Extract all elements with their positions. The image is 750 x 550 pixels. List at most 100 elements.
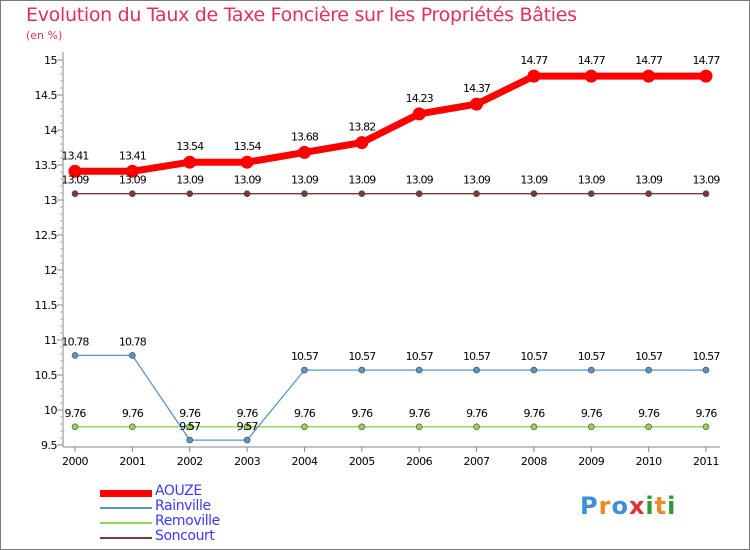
data-point-aouze [412, 107, 426, 121]
data-point-aouze [699, 69, 713, 83]
y-tick-label: 10.5 [35, 369, 58, 382]
data-point-aouze [642, 69, 656, 83]
legend: AOUZE Rainville Removille Soncourt [100, 483, 300, 545]
data-label-aouze: 14.77 [578, 54, 606, 67]
data-point-soncourt [129, 190, 136, 197]
data-label-soncourt: 13.09 [578, 174, 606, 187]
data-label-aouze: 14.77 [520, 54, 548, 67]
legend-label-rainville: Rainville [155, 498, 211, 514]
data-point-aouze [584, 69, 598, 83]
y-tick-label: 11 [44, 334, 57, 347]
x-tick-label: 2000 [62, 455, 88, 468]
y-tick-label: 9.5 [41, 439, 57, 452]
legend-item: Soncourt [100, 528, 300, 545]
data-label-aouze: 13.41 [119, 149, 146, 162]
legend-swatch-rainville [100, 507, 152, 509]
legend-label-aouze: AOUZE [155, 483, 202, 499]
x-tick-label: 2003 [234, 455, 260, 468]
data-label-removille: 9.76 [179, 407, 201, 420]
logo-letter: t [654, 492, 668, 520]
logo-letter: i [667, 492, 677, 520]
line-chart: 9.5 10 10.5 11 11.5 12 12.5 13 13.5 14 14.5 15 2000 2… [35, 52, 721, 468]
data-label-rainville: 10.57 [693, 350, 721, 363]
data-point-rainville [645, 366, 652, 374]
data-label-soncourt: 13.09 [406, 174, 434, 187]
data-label-rainville: 9.57 [179, 420, 201, 433]
x-tick-label: 2002 [177, 455, 203, 468]
logo-letter: r [598, 492, 612, 520]
data-point-removille [530, 423, 538, 431]
data-point-rainville [702, 366, 710, 374]
data-point-soncourt [358, 190, 366, 197]
data-point-aouze [125, 164, 139, 178]
data-point-rainville [129, 352, 136, 359]
data-point-aouze [68, 164, 82, 178]
x-tick-label: 2004 [291, 455, 317, 468]
data-label-soncourt: 13.09 [234, 174, 262, 187]
x-tick-label: 2009 [578, 455, 604, 468]
data-point-aouze [527, 69, 541, 83]
data-point-rainville [587, 366, 595, 374]
y-tick-label: 13 [44, 194, 57, 207]
data-label-aouze: 13.54 [176, 140, 204, 153]
data-point-removille [415, 423, 423, 431]
legend-item: AOUZE [100, 483, 300, 500]
data-label-aouze: 14.37 [463, 82, 491, 95]
data-point-rainville [473, 366, 480, 374]
data-point-removille [645, 423, 652, 431]
data-point-aouze [240, 155, 254, 169]
data-label-soncourt: 13.09 [62, 174, 90, 187]
logo-letter: x [628, 492, 646, 520]
data-point-removille [358, 423, 366, 431]
data-point-aouze [470, 97, 484, 111]
data-label-rainville: 10.57 [348, 350, 376, 363]
data-point-rainville [243, 436, 251, 444]
data-label-soncourt: 13.09 [520, 174, 548, 187]
data-label-removille: 9.76 [237, 407, 259, 420]
data-point-soncourt [186, 190, 194, 197]
data-label-soncourt: 13.09 [291, 174, 319, 187]
data-label-soncourt: 13.09 [176, 174, 204, 187]
x-tick-label: 2011 [693, 455, 719, 468]
unit-label: (en %) [26, 29, 63, 42]
data-point-soncourt [587, 190, 595, 197]
y-tick-label: 11.5 [35, 299, 58, 312]
data-point-soncourt [243, 190, 251, 197]
data-label-soncourt: 13.09 [693, 174, 721, 187]
data-label-soncourt: 13.09 [348, 174, 376, 187]
data-point-rainville [415, 366, 423, 374]
data-label-soncourt: 13.09 [635, 174, 663, 187]
data-point-aouze [183, 155, 197, 169]
legend-label-soncourt: Soncourt [155, 528, 215, 544]
data-label-rainville: 10.57 [406, 350, 434, 363]
y-tick-label: 13.5 [35, 159, 58, 172]
chart-title: Evolution du Taux de Taxe Foncière sur l… [26, 4, 577, 26]
data-label-aouze: 13.54 [234, 140, 262, 153]
data-label-aouze: 14.23 [406, 92, 434, 105]
x-tick-label: 2006 [406, 455, 432, 468]
data-label-rainville: 10.78 [119, 335, 147, 348]
data-label-aouze: 13.82 [348, 121, 375, 134]
data-label-removille: 9.76 [696, 407, 718, 420]
series-line-rainville [75, 354, 706, 441]
data-point-rainville [71, 352, 79, 359]
legend-label-removille: Removille [155, 513, 220, 529]
y-tick-label: 14.5 [35, 89, 58, 102]
y-tick-label: 12.5 [35, 229, 58, 242]
data-label-removille: 9.76 [294, 407, 316, 420]
data-point-aouze [355, 136, 369, 150]
logo-letter: o [611, 492, 629, 520]
y-tick-label: 10 [44, 404, 57, 417]
x-tick-label: 2010 [636, 455, 662, 468]
data-label-soncourt: 13.09 [119, 174, 147, 187]
logo-letter: P [580, 492, 599, 520]
legend-swatch-aouze [100, 489, 152, 497]
data-label-rainville: 10.57 [520, 350, 548, 363]
proxiti-logo: Proxiti [580, 492, 676, 520]
y-tick-label: 14 [44, 124, 57, 137]
data-point-soncourt [71, 190, 79, 197]
data-label-rainville: 10.78 [62, 335, 90, 348]
y-tick-label: 15 [44, 54, 57, 67]
logo-letter: i [645, 492, 655, 520]
